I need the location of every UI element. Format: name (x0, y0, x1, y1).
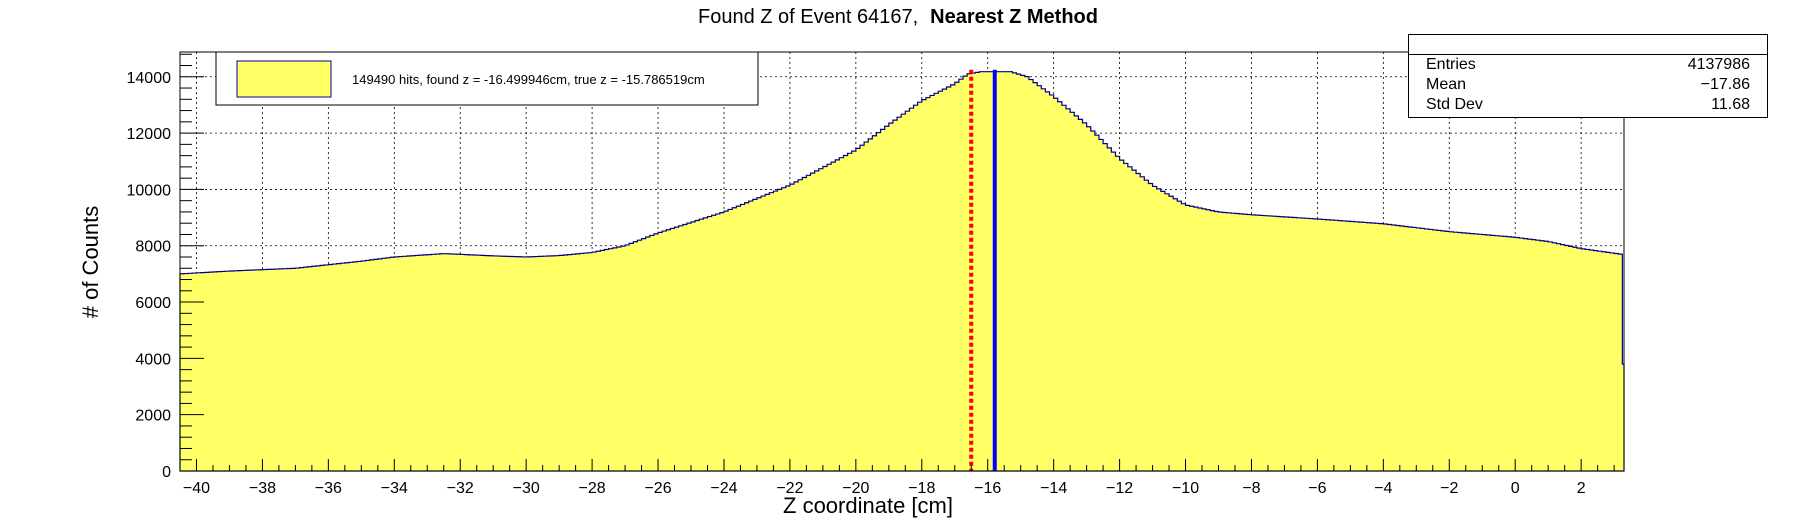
stats-label: Mean (1426, 76, 1467, 93)
statistics-box-header (1409, 35, 1767, 55)
x-tick-label: 0 (1511, 480, 1520, 497)
x-tick-label: −20 (842, 480, 869, 497)
legend-label: 149490 hits, found z = -16.499946cm, tru… (352, 72, 705, 87)
x-tick-label: −34 (381, 480, 408, 497)
y-tick-label: 10000 (127, 182, 172, 199)
x-tick-label: −8 (1242, 480, 1260, 497)
x-tick-label: −16 (974, 480, 1001, 497)
legend-swatch (236, 60, 332, 98)
y-tick-label: 6000 (135, 295, 171, 312)
y-tick-label: 0 (162, 464, 171, 481)
z-markers (969, 69, 997, 471)
x-tick-label: −12 (1106, 480, 1133, 497)
x-tick-label: −2 (1440, 480, 1458, 497)
x-tick-label: −6 (1308, 480, 1326, 497)
axis-ticks (179, 53, 1615, 472)
histogram-bars (179, 71, 1625, 472)
x-tick-label: −18 (908, 480, 935, 497)
y-tick-label: 4000 (135, 351, 171, 368)
tick-labels: −40 −38 −36 −34 −32 −30 −28 −26 −24 −22 −20 −18 −16−… (127, 70, 1586, 497)
stats-value: 11.68 (1711, 96, 1750, 113)
x-tick-label: −24 (710, 480, 737, 497)
x-tick-label: −14 (1040, 480, 1067, 497)
stats-row-mean: Mean −17.86 (1409, 75, 1767, 95)
x-tick-label: −36 (315, 480, 342, 497)
x-tick-label: −10 (1172, 480, 1199, 497)
stats-label: Std Dev (1426, 96, 1483, 113)
x-tick-label: −28 (579, 480, 606, 497)
y-tick-label: 8000 (135, 239, 171, 256)
y-tick-label: 2000 (135, 408, 171, 425)
x-tick-label: −38 (249, 480, 276, 497)
chart-title: Found Z of Event 64167, Nearest Z Method (698, 6, 1098, 28)
x-tick-label: −26 (644, 480, 671, 497)
y-tick-label: 12000 (127, 126, 172, 143)
x-tick-label: −40 (183, 480, 210, 497)
y-axis-label: # of Counts (78, 206, 103, 319)
x-tick-label: −22 (776, 480, 803, 497)
stats-value: −17.86 (1700, 76, 1750, 93)
x-tick-label: −32 (447, 480, 474, 497)
stats-value: 4137986 (1687, 56, 1750, 73)
chart-title-prefix: Found Z of Event 64167, (698, 6, 918, 28)
plot-frame (179, 51, 1625, 472)
legend: 149490 hits, found z = -16.499946cm, tru… (215, 51, 759, 106)
x-tick-label: −4 (1374, 480, 1392, 497)
stats-row-entries: Entries 4137986 (1409, 55, 1767, 75)
x-tick-label: −30 (513, 480, 540, 497)
stats-row-std-dev: Std Dev 11.68 (1409, 95, 1767, 115)
x-tick-label: 2 (1577, 480, 1586, 497)
x-axis-label: Z coordinate [cm] (783, 493, 953, 518)
chart-title-method: Nearest Z Method (930, 6, 1098, 28)
y-tick-label: 14000 (127, 70, 172, 87)
histogram-body (179, 71, 1625, 472)
statistics-box: Entries 4137986 Mean −17.86 Std Dev 11.6… (1408, 34, 1768, 118)
stats-label: Entries (1426, 56, 1476, 73)
